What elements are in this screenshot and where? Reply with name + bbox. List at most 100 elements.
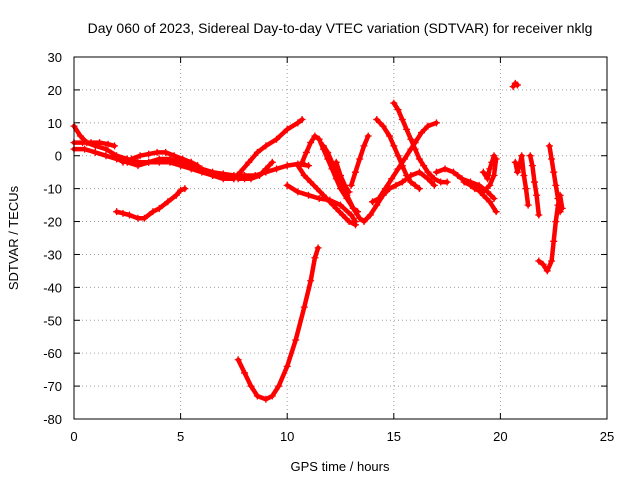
data-point <box>81 145 89 153</box>
data-point <box>533 191 541 199</box>
data-point <box>516 162 524 170</box>
data-point <box>484 175 492 183</box>
series-arc-21 <box>479 152 498 183</box>
data-point <box>394 152 402 160</box>
series-trace <box>333 160 352 195</box>
data-point <box>531 178 539 186</box>
data-point <box>255 171 263 179</box>
data-point <box>398 116 406 124</box>
data-point <box>149 208 157 216</box>
data-point <box>145 150 153 158</box>
data-point <box>119 209 127 217</box>
data-point <box>375 195 383 203</box>
data-point <box>307 139 315 147</box>
data-point <box>424 175 432 183</box>
series-arc-20 <box>460 178 500 216</box>
data-point <box>307 277 315 285</box>
y-tick-label: -70 <box>43 379 62 394</box>
data-point <box>136 152 144 160</box>
data-point <box>268 158 276 166</box>
data-point <box>262 142 270 150</box>
y-tick-label: -80 <box>43 412 62 427</box>
data-point <box>460 178 468 186</box>
data-point <box>113 155 121 163</box>
data-point <box>432 119 440 127</box>
data-point <box>283 181 291 189</box>
data-point <box>360 142 368 150</box>
data-point <box>392 181 400 189</box>
series-trace <box>374 117 422 191</box>
data-point <box>241 369 249 377</box>
series-trace <box>295 163 358 228</box>
data-point <box>268 392 276 400</box>
data-point <box>443 178 451 186</box>
x-axis-label: GPS time / hours <box>291 459 390 474</box>
x-tick-label: 15 <box>387 429 401 444</box>
data-point <box>219 175 227 183</box>
data-point <box>535 211 543 219</box>
data-point <box>479 168 487 176</box>
data-point <box>373 201 381 209</box>
data-point <box>345 218 353 226</box>
data-point <box>511 158 519 166</box>
x-tick-label: 5 <box>177 429 184 444</box>
data-point <box>454 171 462 179</box>
data-point <box>394 106 402 114</box>
data-point <box>140 214 148 222</box>
data-point <box>119 158 127 166</box>
data-point <box>111 142 119 150</box>
data-point <box>379 122 387 130</box>
data-point <box>349 204 357 212</box>
chart-title: Day 060 of 2023, Sidereal Day-to-day VTE… <box>88 20 593 36</box>
data-point <box>554 195 562 203</box>
y-tick-label: -40 <box>43 280 62 295</box>
data-point <box>294 162 302 170</box>
data-point <box>535 257 543 265</box>
y-tick-label: 30 <box>48 50 62 65</box>
data-point <box>305 191 313 199</box>
data-point <box>337 201 344 209</box>
series-arc-6 <box>209 116 306 183</box>
series-trace <box>120 150 200 168</box>
data-point <box>441 165 449 173</box>
data-point <box>473 185 481 193</box>
data-point <box>113 208 121 216</box>
data-point <box>153 148 161 156</box>
y-tick-label: -20 <box>43 215 62 230</box>
series-arc-7 <box>234 158 276 183</box>
data-point <box>513 168 521 176</box>
data-point <box>545 142 553 150</box>
data-point <box>522 185 530 193</box>
data-point <box>513 81 521 89</box>
axis-ticks: 0 5 10 15 20 25 30 20 10 0 -10 -20 -30 -40 -50 -60 -70 -8… <box>43 50 614 444</box>
data-point <box>390 142 398 150</box>
data-point <box>351 168 359 176</box>
series-arc-22 <box>509 79 521 91</box>
series-arc-24 <box>526 152 543 219</box>
data-point <box>403 125 411 133</box>
data-point <box>315 195 323 203</box>
data-point <box>104 140 112 148</box>
data-point <box>283 162 291 170</box>
data-point <box>492 208 500 216</box>
series-arc-26 <box>545 142 564 216</box>
data-point <box>486 165 494 173</box>
plot-frame <box>73 56 608 420</box>
data-point <box>311 254 319 262</box>
data-point <box>166 155 174 163</box>
series-arc-23 <box>511 152 532 209</box>
data-point <box>403 171 411 179</box>
data-point <box>490 152 498 160</box>
data-point <box>550 237 558 245</box>
data-point <box>294 188 302 196</box>
data-point <box>430 175 438 183</box>
data-point <box>347 211 355 219</box>
data-point <box>394 165 402 173</box>
data-point <box>298 116 306 124</box>
data-point <box>275 382 283 390</box>
y-tick-label: -60 <box>43 346 62 361</box>
series-arc-5 <box>119 148 202 170</box>
data-point <box>388 175 396 183</box>
data-point <box>524 201 532 209</box>
